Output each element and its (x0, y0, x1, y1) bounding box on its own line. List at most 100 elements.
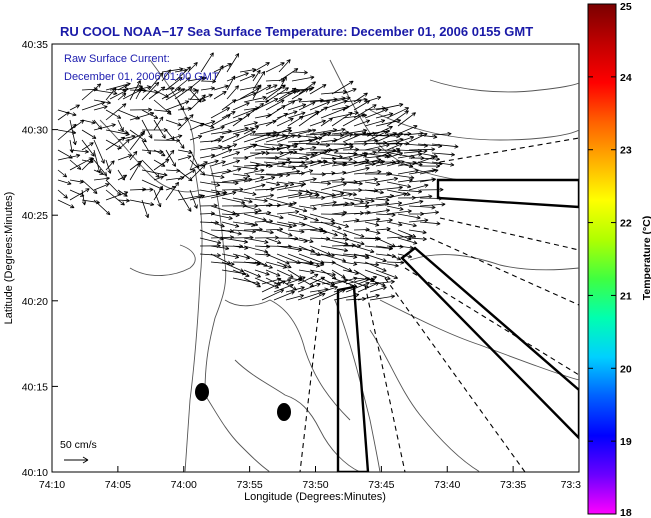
current-vector (221, 237, 249, 244)
current-vector (254, 98, 279, 111)
current-vector (273, 283, 294, 293)
current-vector (287, 205, 308, 213)
current-vector (287, 181, 307, 186)
current-vector (386, 107, 410, 119)
current-vector (297, 273, 319, 285)
current-vector (239, 74, 256, 82)
current-vector (297, 291, 323, 301)
current-vector (243, 175, 265, 183)
current-vector (417, 134, 438, 139)
current-vector (105, 160, 115, 171)
current-vector (375, 126, 393, 135)
current-vector (386, 209, 412, 215)
current-vector (386, 192, 408, 199)
current-vector (397, 199, 424, 207)
current-vector (243, 121, 258, 127)
current-vector (81, 83, 102, 101)
x-tick-label: 73:3 (561, 479, 582, 491)
current-vector (408, 218, 429, 223)
current-vector (153, 109, 172, 114)
colorbar-tick-label: 23 (620, 145, 632, 157)
current-vector (165, 149, 175, 161)
current-vector (221, 229, 242, 236)
current-vector (153, 175, 164, 181)
current-vector (153, 158, 170, 171)
current-vector (291, 87, 313, 92)
x-axis: 74:10 74:05 74:00 73:55 73:50 73:45 73:40 73:35… (39, 466, 581, 491)
current-vector (397, 237, 418, 245)
x-tick-label: 73:50 (302, 479, 328, 491)
current-vector (69, 159, 82, 170)
current-vector (153, 185, 163, 201)
x-tick-label: 73:35 (500, 479, 526, 491)
current-vector (221, 197, 246, 205)
current-vector (243, 213, 267, 222)
current-vector (287, 97, 303, 103)
current-vector (375, 218, 393, 223)
current-vector (320, 182, 347, 191)
current-vector (199, 173, 225, 179)
current-vector (276, 269, 294, 278)
current-vector (93, 89, 118, 96)
current-vector (408, 229, 427, 235)
current-vector (177, 169, 196, 181)
current-vector (153, 138, 180, 143)
current-vector (199, 159, 219, 167)
current-vector (210, 135, 225, 143)
current-vector (243, 197, 268, 203)
current-vector (276, 127, 292, 135)
current-vector (142, 127, 168, 133)
current-vector (210, 148, 233, 159)
current-vector (320, 229, 338, 237)
current-vector (226, 72, 249, 82)
current-vector (210, 245, 230, 251)
current-vector (285, 294, 304, 301)
current-vector (141, 187, 154, 192)
current-vector (81, 139, 95, 157)
current-vector (57, 153, 81, 161)
y-tick-label: 40:20 (22, 296, 48, 308)
current-vector (189, 89, 199, 101)
current-vector (177, 139, 185, 149)
current-vector (221, 151, 240, 159)
current-vector (232, 130, 256, 143)
current-vector (265, 87, 289, 103)
x-tick-label: 74:00 (171, 479, 197, 491)
current-vector (364, 189, 384, 195)
current-vector (397, 221, 417, 228)
current-vector (287, 164, 308, 169)
current-vector (287, 111, 306, 119)
current-vector (243, 277, 261, 288)
current-vector (252, 62, 270, 73)
current-vector (298, 145, 317, 151)
current-vector (213, 84, 229, 91)
current-vector (177, 155, 192, 161)
current-vector (177, 114, 194, 131)
current-vector (265, 84, 278, 91)
colorbar-label: Temperature (°C) (641, 216, 651, 301)
current-vector (331, 192, 353, 199)
y-tick-label: 40:25 (22, 210, 48, 222)
current-vector (117, 92, 127, 101)
current-vector (232, 269, 250, 278)
current-vector (221, 133, 240, 143)
current-vector (117, 134, 136, 141)
current-vector (353, 261, 380, 267)
legend-line-1: Raw Surface Current: (64, 53, 170, 65)
colorbar-tick-label: 20 (620, 363, 632, 375)
current-vector (298, 169, 314, 175)
current-vector (276, 110, 298, 119)
current-vector (369, 294, 396, 301)
current-vector (210, 190, 237, 199)
current-vector (57, 149, 73, 159)
current-vector (353, 245, 375, 254)
current-vector (252, 69, 261, 82)
current-vector (210, 189, 228, 195)
current-vector (148, 72, 164, 91)
current-vector (386, 221, 403, 227)
current-vector (153, 119, 166, 139)
current-vector (347, 161, 376, 166)
current-vector (298, 177, 317, 183)
colorbar-tick-label: 24 (620, 72, 632, 84)
current-vector (243, 269, 262, 278)
